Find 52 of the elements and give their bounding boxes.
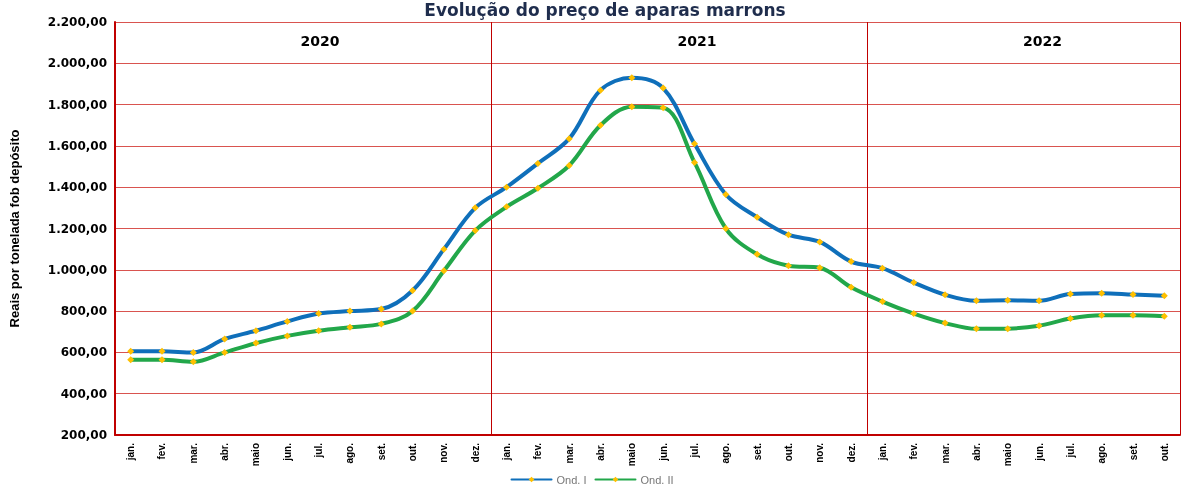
x-tick-label: maio bbox=[250, 443, 262, 467]
annotation: 2020 bbox=[300, 33, 340, 49]
x-tick-label: jun. bbox=[657, 442, 669, 462]
x-tick-label: nov. bbox=[814, 442, 826, 463]
y-tick-label: 1.600,00 bbox=[47, 138, 107, 153]
y-tick-label: 1.200,00 bbox=[47, 221, 107, 236]
y-tick-label: 200,00 bbox=[60, 428, 107, 442]
x-tick-label: jul. bbox=[688, 442, 700, 459]
x-tick-label: jan. bbox=[125, 442, 137, 462]
y-tick-label: 1.400,00 bbox=[47, 180, 107, 195]
x-tick-label: mar. bbox=[563, 442, 575, 464]
chart-title: Evolução do preço de aparas marrons bbox=[424, 0, 786, 20]
x-tick-label: set. bbox=[1127, 442, 1139, 461]
x-tick-label: mar. bbox=[187, 442, 199, 464]
x-tick-label: abr. bbox=[219, 442, 231, 461]
x-tick-label: set. bbox=[751, 442, 763, 461]
x-tick-label: abr. bbox=[970, 442, 982, 461]
x-tick-label: maio bbox=[1002, 443, 1014, 467]
x-tick-label: fev. bbox=[156, 442, 168, 460]
x-tick-label: jan. bbox=[501, 442, 513, 462]
y-axis-title: Reais por tonelada fob depósito bbox=[7, 129, 22, 328]
x-tick-label: abr. bbox=[595, 442, 607, 461]
y-tick-label: 1.800,00 bbox=[47, 97, 107, 112]
y-tick-label: 2.000,00 bbox=[47, 56, 107, 71]
x-tick-label: jul. bbox=[1064, 442, 1076, 459]
x-tick-label: jun. bbox=[281, 442, 293, 462]
y-tick-label: 400,00 bbox=[60, 386, 107, 401]
x-tick-label: out. bbox=[1158, 442, 1170, 462]
legend-label: Ond. I bbox=[556, 473, 587, 486]
x-tick-label: out. bbox=[782, 442, 794, 462]
x-tick-label: ago. bbox=[720, 442, 732, 464]
y-tick-label: 2.200,00 bbox=[47, 15, 107, 29]
x-tick-label: out. bbox=[407, 442, 419, 462]
x-tick-label: jan. bbox=[876, 442, 888, 462]
y-tick-label: 1.000,00 bbox=[47, 262, 107, 277]
x-tick-label: dez. bbox=[845, 442, 857, 463]
x-tick-label: fev. bbox=[532, 442, 544, 460]
y-tick-label: 600,00 bbox=[60, 345, 107, 360]
x-tick-label: maio bbox=[626, 443, 638, 467]
x-tick-label: fev. bbox=[908, 442, 920, 460]
annotation: 2022 bbox=[1022, 33, 1062, 49]
x-tick-label: set. bbox=[375, 442, 387, 461]
annotation: 2021 bbox=[677, 33, 717, 49]
legend-label: Ond. II bbox=[640, 473, 674, 486]
x-tick-label: ago. bbox=[344, 442, 356, 464]
x-tick-label: dez. bbox=[469, 442, 481, 463]
x-tick-label: jul. bbox=[313, 442, 325, 459]
x-tick-label: mar. bbox=[939, 442, 951, 464]
x-tick-label: ago. bbox=[1096, 442, 1108, 464]
x-tick-label: nov. bbox=[438, 442, 450, 463]
x-tick-label: jun. bbox=[1033, 442, 1045, 462]
y-tick-label: 800,00 bbox=[60, 304, 107, 319]
